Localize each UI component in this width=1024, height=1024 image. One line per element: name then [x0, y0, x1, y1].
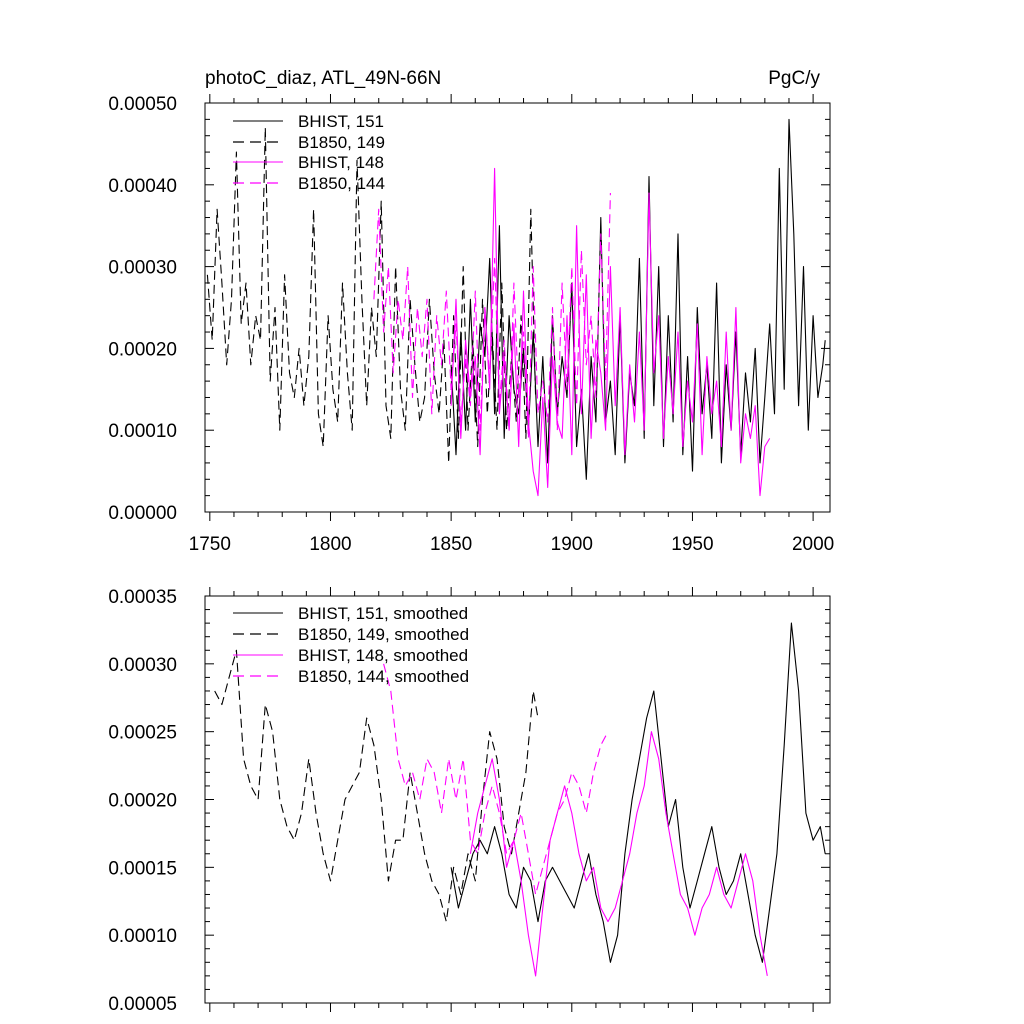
bottom-y-tick-label: 0.00025	[108, 723, 177, 744]
top-y-tick-label: 0.00010	[108, 421, 177, 442]
bottom-plot-area: 0.00005 0.00010 0.00015 0.00020 0.00025 0.000…	[108, 587, 831, 1015]
top-x-tick-label: 1950	[671, 534, 713, 555]
bottom-y-tick-label: 0.00030	[108, 655, 177, 676]
series-line-bhist-148-smoothed	[469, 731, 768, 977]
top-plot-frame	[204, 102, 831, 513]
legend-label-b1850-144-smoothed: B1850, 144, smoothed	[298, 667, 469, 686]
legend-label-bhist-151-smoothed: BHIST, 151, smoothed	[298, 604, 468, 623]
bottom-legend: BHIST, 151, smoothed B1850, 149, smoothe…	[233, 604, 469, 686]
top-plot-area: 1750 1800 1850 1900 1950 2000 0.00000 0.00010 0.…	[108, 94, 834, 555]
legend-label-bhist-148-smoothed: BHIST, 148, smoothed	[298, 646, 468, 665]
top-y-tick-label: 0.00020	[108, 339, 177, 360]
bottom-y-tick-label: 0.00035	[108, 587, 177, 608]
series-line-b1850-144-smoothed	[383, 663, 609, 896]
top-y-tick-label: 0.00000	[108, 503, 177, 524]
series-line-b1850-149	[206, 126, 537, 464]
bottom-y-tick-label: 0.00010	[108, 926, 177, 947]
legend-label-b1850-149: B1850, 149	[298, 133, 385, 152]
bottom-panel: 0.00005 0.00010 0.00015 0.00020 0.00025 0.000…	[108, 587, 831, 1015]
legend-label-b1850-144: B1850, 144	[298, 174, 385, 193]
top-x-tick-label: 1850	[430, 534, 472, 555]
top-x-tick-label: 1750	[189, 534, 231, 555]
series-line-bhist-151-smoothed	[450, 622, 826, 963]
bottom-y-tick-label: 0.00020	[108, 791, 177, 812]
top-panel-title: photoC_diaz, ATL_49N-66N	[205, 68, 441, 89]
legend-label-bhist-148: BHIST, 148	[298, 153, 384, 172]
top-legend: BHIST, 151 B1850, 149 BHIST, 148 B1850, …	[233, 112, 385, 193]
top-y-tick-label: 0.00030	[108, 258, 177, 279]
top-x-tick-label: 1800	[309, 534, 351, 555]
legend-label-bhist-151: BHIST, 151	[298, 112, 384, 131]
top-x-tick-label: 1900	[551, 534, 593, 555]
bottom-y-tick-label: 0.00005	[108, 994, 177, 1015]
top-y-tick-label: 0.00050	[108, 94, 177, 115]
top-panel: photoC_diaz, ATL_49N-66N PgC/y 1750 1800 1…	[108, 68, 834, 555]
series-line-b1850-144	[373, 192, 611, 439]
series-line-b1850-149-smoothed	[214, 649, 539, 923]
top-y-tick-label: 0.00040	[108, 176, 177, 197]
series-line-bhist-148	[450, 167, 771, 497]
legend-label-b1850-149-smoothed: B1850, 149, smoothed	[298, 625, 469, 644]
bottom-y-tick-label: 0.00015	[108, 858, 177, 879]
top-panel-units: PgC/y	[768, 68, 820, 89]
top-x-tick-label: 2000	[792, 534, 834, 555]
